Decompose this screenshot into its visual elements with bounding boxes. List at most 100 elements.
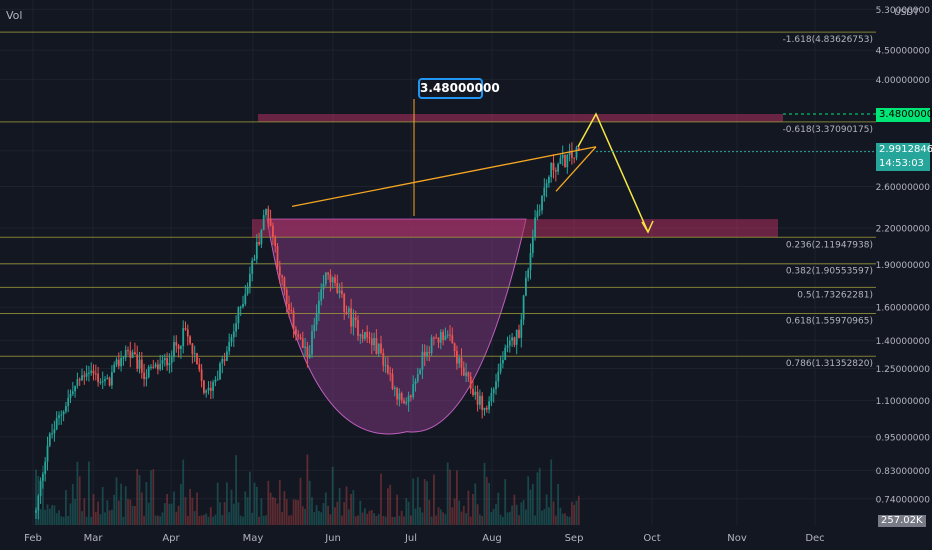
volume-bar [209, 507, 212, 525]
candle-body [336, 282, 339, 293]
candle-body [393, 387, 396, 389]
volume-bar [506, 512, 509, 525]
volume-bar [255, 486, 258, 525]
volume-bar [508, 511, 511, 525]
volume-bar [414, 508, 417, 525]
candle-body [258, 241, 260, 245]
candle-body [295, 328, 297, 335]
volume-bar [449, 469, 451, 525]
volume-bar [474, 483, 477, 525]
volume-bar [545, 494, 548, 525]
candle-body [541, 195, 543, 211]
volume-bar [193, 511, 196, 525]
candle-body [209, 387, 212, 391]
volume-bar [145, 482, 148, 525]
candle-body [239, 306, 242, 308]
candle-body [274, 237, 277, 247]
volume-bar [237, 502, 240, 525]
volume-bar [357, 515, 359, 525]
candle-body [318, 300, 320, 314]
candle-body [479, 395, 481, 405]
candle-body [200, 369, 203, 381]
candle-body [272, 225, 274, 238]
candle-body [308, 354, 311, 358]
volume-bar [453, 498, 456, 525]
volume-bar [304, 508, 306, 525]
volume-bar [97, 501, 99, 525]
y-tick-label: 1.25000000 [876, 365, 931, 375]
candle-body [297, 334, 300, 337]
candle-body [260, 230, 263, 245]
volume-bar [159, 516, 162, 525]
volume-bar [288, 515, 290, 525]
volume-bar [35, 469, 37, 525]
candle-body [53, 429, 56, 434]
fib-label: -0.618(3.37090175) [783, 125, 873, 135]
candle-body [262, 215, 265, 231]
volume-bar [490, 512, 493, 525]
volume-bar [439, 509, 442, 525]
candle-body [83, 375, 86, 377]
candle-body [124, 350, 127, 358]
candle-body [329, 274, 332, 283]
current-price-tag: 2.99128460 [876, 143, 932, 157]
candle-body [207, 387, 210, 391]
candle-body [113, 364, 116, 373]
volume-bar [122, 516, 125, 525]
candle-body [446, 334, 449, 336]
volume-bar [485, 476, 488, 525]
candle-body [366, 332, 369, 338]
candle-body [334, 277, 336, 283]
candle-body [255, 241, 258, 260]
candle-body [407, 395, 410, 403]
volume-bar [492, 508, 495, 525]
candle-body [223, 359, 226, 361]
candle-body [35, 510, 37, 513]
volume-bar [577, 495, 580, 525]
volume-bar [306, 454, 309, 525]
candle-body [230, 337, 233, 342]
candle-body [368, 337, 371, 339]
candle-body [566, 155, 569, 168]
volume-bar [502, 516, 504, 525]
candle-body [94, 373, 97, 375]
volume-bar [274, 497, 277, 525]
candle-body [504, 347, 507, 360]
fib-label: 0.618(1.55970965) [786, 317, 873, 327]
volume-bar [131, 505, 134, 525]
volume-bar [152, 469, 155, 525]
volume-bar [324, 492, 327, 525]
volume-bar [513, 494, 516, 525]
volume-bar [366, 513, 369, 525]
fib-label: 0.5(1.73262281) [797, 290, 873, 300]
volume-bar [219, 502, 221, 525]
candle-body [405, 402, 408, 404]
candle-body [283, 277, 286, 290]
candle-body [170, 357, 173, 363]
volume-bar [69, 503, 72, 525]
volume-bar [205, 513, 208, 525]
y-tick-label: 2.20000000 [876, 225, 931, 235]
currency-unit-label[interactable]: USDT [894, 8, 919, 18]
candle-body [177, 345, 180, 349]
volume-bar [428, 499, 431, 525]
volume-bar [99, 514, 102, 525]
candle-body [499, 363, 502, 372]
volume-bar [472, 493, 474, 525]
candle-body [460, 357, 463, 368]
candle-body [568, 151, 571, 156]
candle-body [575, 147, 578, 158]
volume-bar [76, 461, 79, 525]
target-callout[interactable]: 3.48000000 [418, 78, 500, 99]
volume-bar [345, 486, 348, 525]
candle-body [375, 338, 378, 354]
volume-bar [198, 516, 201, 525]
volume-bar [113, 494, 116, 525]
volume-indicator-label[interactable]: Vol [6, 9, 23, 22]
candle-body [495, 381, 497, 390]
candle-body [525, 277, 527, 296]
candle-body [232, 331, 235, 338]
volume-bar [244, 491, 247, 525]
volume-bar [495, 503, 497, 525]
